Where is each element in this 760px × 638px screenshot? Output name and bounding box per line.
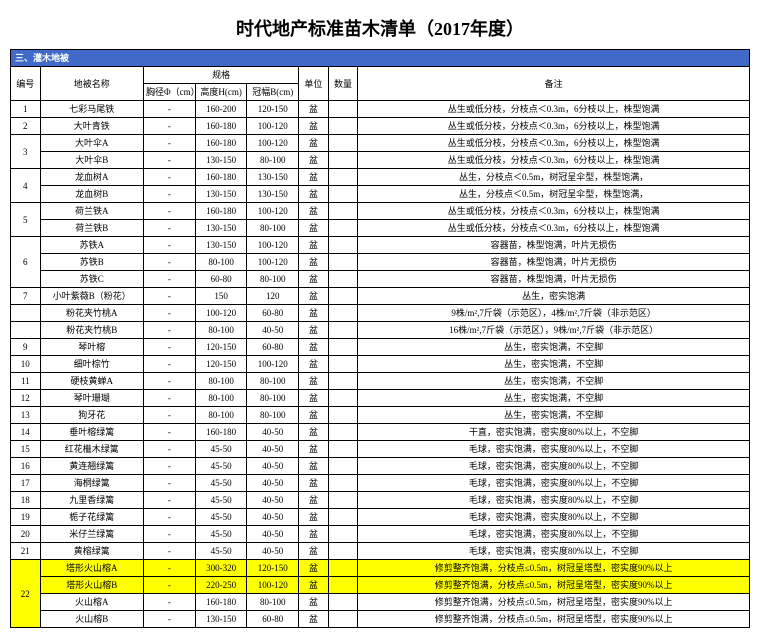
header-row-1: 编号地被名称 规格单位 数量备注 [11, 67, 750, 84]
table-row: 10细叶棕竹-120-150100-120盆丛生，密实饱满，不空脚 [11, 356, 750, 373]
table-row: 16黄连翘绿篱-45-5040-50盆毛球，密实饱满，密实度80%以上，不空脚 [11, 458, 750, 475]
table-row: 22塔形火山榕A-300-320120-150盆修剪整齐饱满，分枝点≤0.5m，… [11, 560, 750, 577]
table-row: 塔形火山榕B-220-250100-120盆修剪整齐饱满，分枝点≤0.5m，树冠… [11, 577, 750, 594]
table-row: 3大叶伞A-160-180100-120盆丛生或低分枝，分枝点＜0.3m，6分枝… [11, 135, 750, 152]
table-row: 12琴叶珊瑚-80-10080-100盆丛生，密实饱满，不空脚 [11, 390, 750, 407]
table-row: 火山榕B-130-15060-80盆修剪整齐饱满，分枝点≤0.5m，树冠呈塔型，… [11, 611, 750, 628]
table-row: 7小叶紫薇B（粉花）-150120盆丛生，密实饱满 [11, 288, 750, 305]
table-row: 9琴叶榕-120-15060-80盆丛生，密实饱满，不空脚 [11, 339, 750, 356]
table-row: 1七彩马尾铁-160-200120-150盆丛生或低分枝，分枝点＜0.3m，6分… [11, 101, 750, 118]
table-row: 18九里香绿篱-45-5040-50盆毛球，密实饱满，密实度80%以上，不空脚 [11, 492, 750, 509]
table-row: 20米仔兰绿篱-45-5040-50盆毛球，密实饱满，密实度80%以上，不空脚 [11, 526, 750, 543]
table-row: 火山榕A-160-18080-100盆修剪整齐饱满，分枝点≤0.5m，树冠呈塔型… [11, 594, 750, 611]
table-row: 21黄榕绿篱-45-5040-50盆毛球，密实饱满，密实度80%以上，不空脚 [11, 543, 750, 560]
table-row: 2大叶青铁-160-180100-120盆丛生或低分枝，分枝点＜0.3m，6分枝… [11, 118, 750, 135]
table-row: 粉花夹竹桃A-100-12060-80盆9株/m²,7斤袋（示范区），4株/m²… [11, 305, 750, 322]
table-row: 13狗牙花-80-10080-100盆丛生，密实饱满，不空脚 [11, 407, 750, 424]
section-row: 三、灌木地被 [11, 50, 750, 67]
plant-table: 三、灌木地被 编号地被名称 规格单位 数量备注 胸径Φ（cm）高度H(cm)冠幅… [10, 49, 750, 628]
table-row: 4龙血树A-160-180130-150盆丛生，分枝点＜0.5m，树冠呈伞型，株… [11, 169, 750, 186]
table-row: 5荷兰铁A-160-180100-120盆丛生或低分枝，分枝点＜0.3m，6分枝… [11, 203, 750, 220]
table-row: 苏铁C-60-8080-100盆容器苗，株型饱满，叶片无损伤 [11, 271, 750, 288]
table-row: 大叶伞B-130-15080-100盆丛生或低分枝，分枝点＜0.3m，6分枝以上… [11, 152, 750, 169]
table-row: 龙血树B-130-150130-150盆丛生，分枝点＜0.5m，树冠呈伞型，株型… [11, 186, 750, 203]
table-row: 苏铁B-80-100100-120盆容器苗，株型饱满，叶片无损伤 [11, 254, 750, 271]
page-title: 时代地产标准苗木清单（2017年度） [10, 15, 750, 41]
table-row: 6苏铁A-130-150100-120盆容器苗，株型饱满，叶片无损伤 [11, 237, 750, 254]
table-row: 15红花檵木绿篱-45-5040-50盆毛球，密实饱满，密实度80%以上，不空脚 [11, 441, 750, 458]
table-row: 粉花夹竹桃B-80-10040-50盆16株/m²,7斤袋（示范区），9株/m²… [11, 322, 750, 339]
table-row: 17海桐绿篱-45-5040-50盆毛球，密实饱满，密实度80%以上，不空脚 [11, 475, 750, 492]
table-row: 19栀子花绿篱-45-5040-50盆毛球，密实饱满，密实度80%以上，不空脚 [11, 509, 750, 526]
table-row: 14垂叶榕绿篱-160-18040-50盆干直，密实饱满，密实度80%以上，不空… [11, 424, 750, 441]
table-row: 荷兰铁B-130-15080-100盆丛生或低分枝，分枝点＜0.3m，6分枝以上… [11, 220, 750, 237]
table-row: 11硬枝黄蝉A-80-10080-100盆丛生，密实饱满，不空脚 [11, 373, 750, 390]
